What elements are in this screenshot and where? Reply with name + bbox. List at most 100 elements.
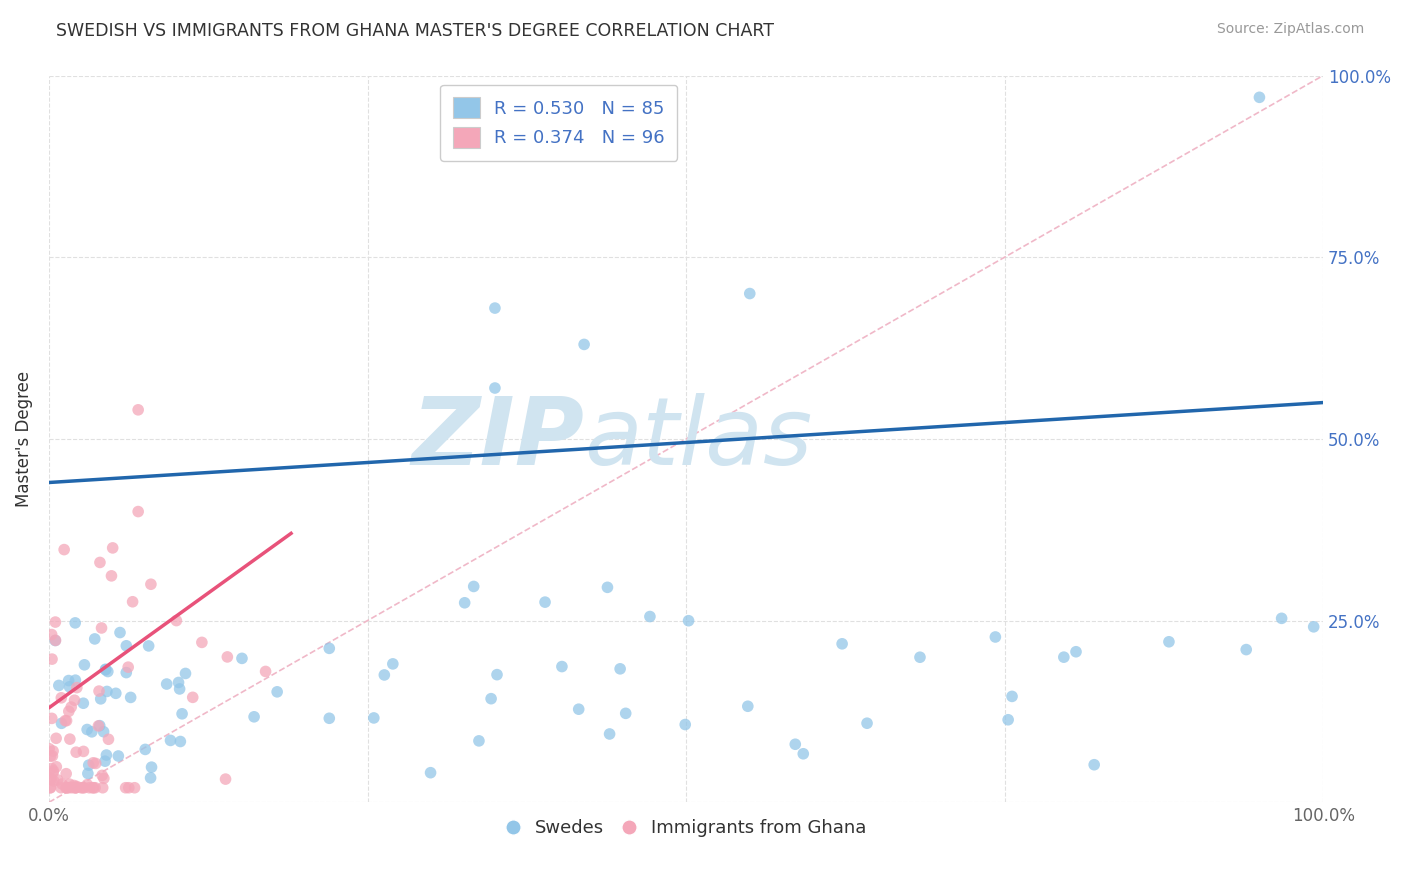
Point (169, 681, 191, 696)
Point (82, 756, 104, 770)
Point (41, 652, 63, 666)
Point (114, 780, 136, 795)
Point (66, 681, 89, 695)
Point (94, 754, 117, 768)
Point (1001, 690, 1024, 704)
Point (138, 639, 160, 653)
Point (76, 723, 98, 737)
Point (1234, 642, 1257, 657)
Point (318, 641, 340, 656)
Point (127, 402, 149, 417)
Point (100, 569, 122, 583)
Point (63, 693, 86, 707)
Point (39, 780, 62, 795)
Point (381, 657, 404, 671)
Point (96, 747, 118, 762)
Point (243, 710, 266, 724)
Point (46, 772, 69, 787)
Point (91, 780, 114, 795)
Point (484, 381, 506, 395)
Point (217, 649, 239, 664)
Point (484, 301, 506, 315)
Point (172, 706, 194, 721)
Point (60, 700, 83, 714)
Point (39, 780, 62, 795)
Point (55, 714, 77, 728)
Point (792, 747, 814, 761)
Point (214, 772, 236, 786)
Point (87, 684, 110, 698)
Point (997, 713, 1019, 727)
Point (53, 542, 76, 557)
Point (73, 657, 96, 672)
Point (167, 675, 190, 690)
Point (63, 779, 86, 793)
Point (55, 780, 77, 795)
Point (97, 732, 120, 747)
Point (41, 749, 63, 764)
Point (49, 780, 72, 795)
Point (65, 745, 87, 759)
Point (77, 758, 100, 772)
Point (1271, 611, 1294, 625)
Point (124, 780, 146, 795)
Point (39, 772, 62, 787)
Point (181, 690, 204, 705)
Point (84, 756, 107, 771)
Point (139, 771, 162, 785)
Point (41, 627, 63, 641)
Point (90, 691, 112, 706)
Point (80, 724, 103, 739)
Point (638, 609, 661, 624)
Point (468, 734, 491, 748)
Point (82, 780, 104, 795)
Point (139, 577, 162, 591)
Point (55, 766, 77, 780)
Point (1249, 90, 1271, 104)
Point (42, 774, 65, 789)
Text: ZIP: ZIP (411, 392, 583, 485)
Point (479, 691, 502, 706)
Point (94, 662, 117, 676)
Point (82, 780, 104, 795)
Point (41, 762, 63, 776)
Point (856, 716, 879, 731)
Point (72, 780, 94, 795)
Point (141, 760, 163, 774)
Point (572, 337, 595, 351)
Text: Source: ZipAtlas.com: Source: ZipAtlas.com (1216, 22, 1364, 37)
Point (38, 741, 60, 756)
Point (121, 595, 143, 609)
Point (254, 665, 277, 679)
Point (48, 678, 70, 692)
Point (76, 778, 98, 792)
Point (70, 780, 93, 795)
Point (1157, 634, 1180, 648)
Point (51, 716, 73, 731)
Point (58, 780, 80, 795)
Point (65, 780, 87, 795)
Point (984, 630, 1007, 644)
Point (1053, 650, 1076, 665)
Point (1083, 757, 1105, 772)
Point (94, 663, 117, 677)
Point (45, 633, 67, 648)
Point (58, 777, 80, 791)
Point (419, 765, 441, 780)
Point (908, 650, 931, 665)
Point (120, 690, 142, 705)
Text: SWEDISH VS IMMIGRANTS FROM GHANA MASTER'S DEGREE CORRELATION CHART: SWEDISH VS IMMIGRANTS FROM GHANA MASTER'… (56, 22, 775, 40)
Point (534, 595, 557, 609)
Point (65, 673, 87, 688)
Point (42, 744, 65, 758)
Point (93, 772, 115, 786)
Point (83, 632, 105, 646)
Point (39, 749, 62, 764)
Point (66, 780, 89, 794)
Point (72, 696, 94, 710)
Legend: Swedes, Immigrants from Ghana: Swedes, Immigrants from Ghana (499, 812, 873, 844)
Point (118, 780, 141, 795)
Point (551, 659, 574, 673)
Point (53, 714, 76, 728)
Point (609, 662, 631, 676)
